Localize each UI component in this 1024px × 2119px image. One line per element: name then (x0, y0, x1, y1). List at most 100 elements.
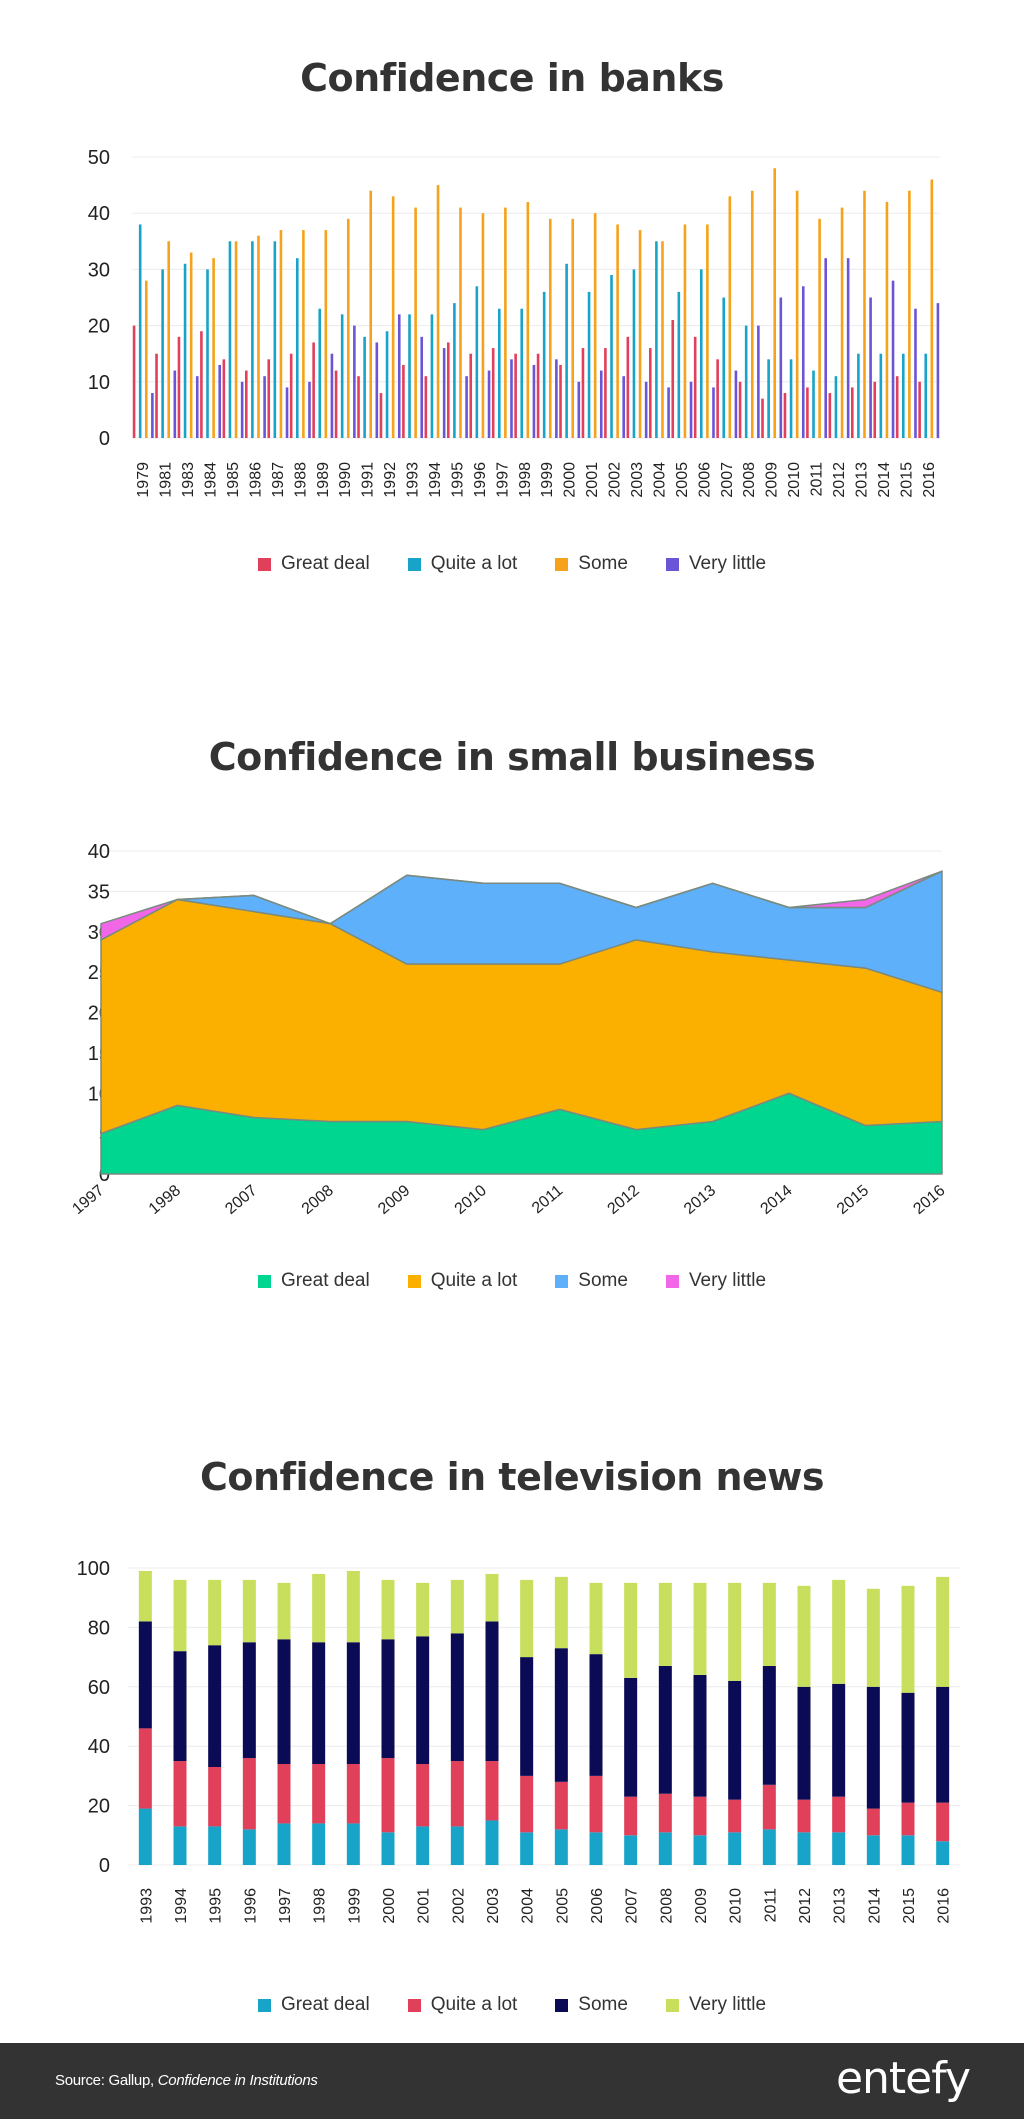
y-tick-label: 35 (88, 881, 110, 903)
x-tick-label: 1985 (225, 462, 242, 498)
bar-segment (346, 1823, 360, 1865)
bar-segment (346, 1570, 360, 1643)
bar (240, 381, 244, 438)
bar-segment (312, 1573, 326, 1643)
x-tick-label: 1994 (173, 1888, 190, 1924)
x-tick-label: 2016 (910, 1182, 948, 1218)
bar (222, 359, 226, 438)
bar (610, 275, 613, 438)
bar-segment (208, 1645, 222, 1767)
bar (295, 258, 299, 438)
bar (626, 336, 630, 438)
bar-segment (554, 1648, 568, 1782)
chart-title-small-business: Confidence in small business (208, 735, 816, 779)
bar (475, 286, 479, 438)
bar (234, 241, 238, 438)
y-tick-label: 0 (99, 1164, 110, 1186)
bar (324, 230, 328, 438)
chart-television-news: 0 20 40 60 80 100 1993 1994 1995 1996 1997 1998 1999… (77, 1558, 960, 1924)
bar-segment (450, 1826, 464, 1865)
legend-item-great-deal: Great deal (257, 553, 370, 575)
bar (812, 370, 815, 438)
bar (699, 269, 703, 438)
bar (901, 353, 905, 438)
bar (379, 393, 383, 438)
bar (869, 297, 872, 438)
legend-item-great-deal: Great deal (257, 1270, 370, 1292)
bar (244, 370, 248, 438)
legend-swatch (257, 1998, 271, 2012)
bar-segment (381, 1639, 395, 1759)
bar-segment (901, 1835, 915, 1865)
legend-swatch (665, 1274, 679, 1288)
x-tick-label: 1996 (242, 1888, 259, 1924)
bar (828, 393, 832, 438)
bar (593, 213, 597, 438)
legend-label: Quite a lot (430, 1270, 518, 1291)
x-tick-label: 1986 (247, 462, 264, 498)
legend-swatch (407, 1274, 421, 1288)
legend-label: Quite a lot (430, 1994, 518, 2015)
bar (689, 381, 693, 438)
bar-segment (797, 1832, 811, 1865)
x-tick-label: 2013 (832, 1888, 849, 1924)
y-tick-label: 80 (88, 1617, 110, 1639)
bar (914, 308, 917, 438)
bar-segment (554, 1781, 568, 1830)
bar-segment (658, 1582, 672, 1667)
x-tick-label: 1995 (208, 1888, 225, 1924)
bar (138, 224, 142, 438)
legend-swatch (665, 557, 679, 571)
y-tick-label: 50 (88, 147, 110, 169)
entefy-logo: entefy (835, 2053, 971, 2104)
bar (644, 381, 648, 438)
legend-label: Some (578, 553, 628, 574)
x-tick-label: 2010 (728, 1888, 745, 1924)
bar (683, 224, 687, 438)
y-tick-label: 20 (88, 1796, 110, 1818)
x-tick-label: 1988 (292, 462, 309, 498)
bar-segment (381, 1579, 395, 1640)
bar (924, 353, 928, 438)
bar-segment (901, 1585, 915, 1693)
bar (599, 370, 603, 438)
bar-segment (624, 1835, 638, 1865)
x-tick-label: 2011 (809, 462, 826, 497)
bar-segment (832, 1796, 846, 1833)
bar (716, 359, 719, 438)
bar (555, 359, 558, 438)
bar (581, 348, 585, 438)
bar (638, 230, 642, 438)
bar-segment (450, 1633, 464, 1762)
bar-segment (866, 1808, 880, 1836)
bar (840, 207, 844, 438)
legend-label: Great deal (280, 1270, 370, 1291)
legend-label: Some (578, 1270, 628, 1291)
bar (671, 319, 675, 438)
area-series (100, 870, 943, 941)
x-tick-label: 1992 (382, 462, 399, 498)
bar (363, 336, 366, 438)
x-tick-label: 1998 (312, 1888, 329, 1924)
bar-segment (173, 1579, 187, 1652)
bar-segment (589, 1654, 603, 1776)
x-tick-label: 1990 (337, 462, 354, 498)
bar (722, 297, 726, 438)
bar (487, 370, 491, 438)
bar-segment (242, 1579, 256, 1643)
bar-segment (485, 1621, 499, 1762)
bar (661, 241, 664, 438)
x-tick-label: 2008 (741, 462, 758, 498)
bar (510, 359, 513, 438)
legend-swatch (665, 1998, 679, 2012)
bar-segment (277, 1639, 291, 1765)
x-tick-label: 2005 (674, 462, 691, 498)
bar (161, 269, 164, 438)
bar-segment (658, 1793, 672, 1833)
legend-label: Very little (688, 1994, 767, 2015)
bar (353, 325, 356, 438)
bar (251, 241, 254, 438)
legend-banks: Great deal Quite a lot Some Very little (0, 553, 1024, 575)
bar-segment (520, 1832, 534, 1865)
x-tick-label: 2009 (375, 1182, 413, 1218)
